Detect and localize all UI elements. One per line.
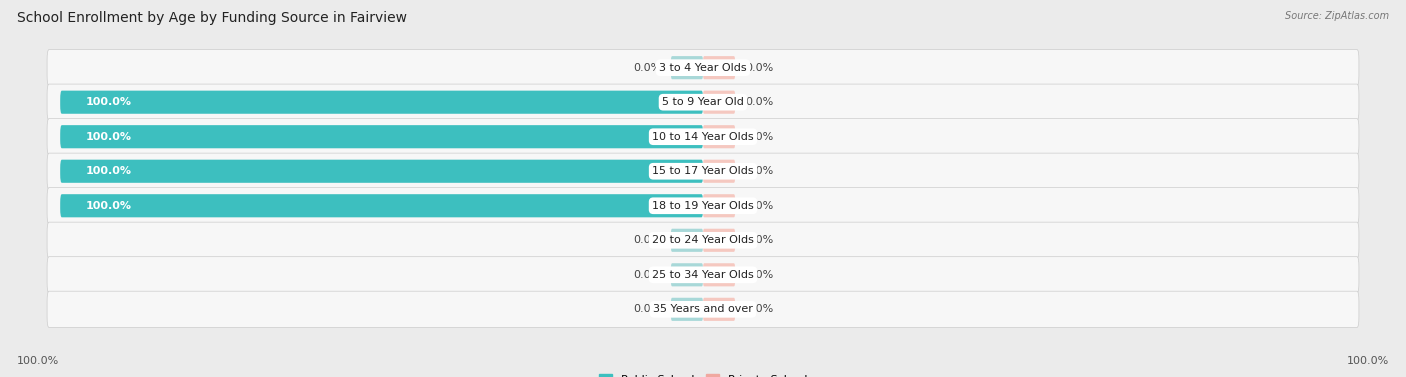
Text: 0.0%: 0.0% [745,270,773,280]
FancyBboxPatch shape [46,188,1360,224]
FancyBboxPatch shape [671,56,703,79]
Text: 0.0%: 0.0% [633,235,661,245]
FancyBboxPatch shape [46,291,1360,328]
Text: 35 Years and over: 35 Years and over [652,304,754,314]
FancyBboxPatch shape [703,229,735,252]
Text: 100.0%: 100.0% [17,356,59,366]
Text: 0.0%: 0.0% [633,63,661,73]
Text: 20 to 24 Year Olds: 20 to 24 Year Olds [652,235,754,245]
Text: 100.0%: 100.0% [86,201,132,211]
Text: School Enrollment by Age by Funding Source in Fairview: School Enrollment by Age by Funding Sour… [17,11,406,25]
Text: 0.0%: 0.0% [633,304,661,314]
Text: 0.0%: 0.0% [745,235,773,245]
FancyBboxPatch shape [60,90,703,114]
FancyBboxPatch shape [46,222,1360,258]
Text: 0.0%: 0.0% [745,166,773,176]
FancyBboxPatch shape [703,56,735,79]
FancyBboxPatch shape [46,257,1360,293]
Text: 3 to 4 Year Olds: 3 to 4 Year Olds [659,63,747,73]
FancyBboxPatch shape [703,90,735,114]
Text: 0.0%: 0.0% [745,304,773,314]
Text: 25 to 34 Year Olds: 25 to 34 Year Olds [652,270,754,280]
FancyBboxPatch shape [703,263,735,287]
Text: 0.0%: 0.0% [745,201,773,211]
Text: 100.0%: 100.0% [1347,356,1389,366]
Text: 0.0%: 0.0% [745,132,773,142]
Legend: Public School, Private School: Public School, Private School [595,369,811,377]
FancyBboxPatch shape [671,263,703,287]
FancyBboxPatch shape [60,194,703,217]
Text: 100.0%: 100.0% [86,132,132,142]
FancyBboxPatch shape [46,153,1360,189]
Text: 10 to 14 Year Olds: 10 to 14 Year Olds [652,132,754,142]
FancyBboxPatch shape [60,125,703,148]
FancyBboxPatch shape [46,49,1360,86]
Text: 0.0%: 0.0% [633,270,661,280]
Text: Source: ZipAtlas.com: Source: ZipAtlas.com [1285,11,1389,21]
FancyBboxPatch shape [703,125,735,148]
Text: 15 to 17 Year Olds: 15 to 17 Year Olds [652,166,754,176]
FancyBboxPatch shape [46,119,1360,155]
Text: 18 to 19 Year Olds: 18 to 19 Year Olds [652,201,754,211]
FancyBboxPatch shape [671,229,703,252]
FancyBboxPatch shape [703,194,735,217]
Text: 0.0%: 0.0% [745,63,773,73]
FancyBboxPatch shape [703,160,735,183]
FancyBboxPatch shape [46,84,1360,120]
Text: 0.0%: 0.0% [745,97,773,107]
Text: 100.0%: 100.0% [86,97,132,107]
Text: 5 to 9 Year Old: 5 to 9 Year Old [662,97,744,107]
Text: 100.0%: 100.0% [86,166,132,176]
FancyBboxPatch shape [703,298,735,321]
FancyBboxPatch shape [60,160,703,183]
FancyBboxPatch shape [671,298,703,321]
